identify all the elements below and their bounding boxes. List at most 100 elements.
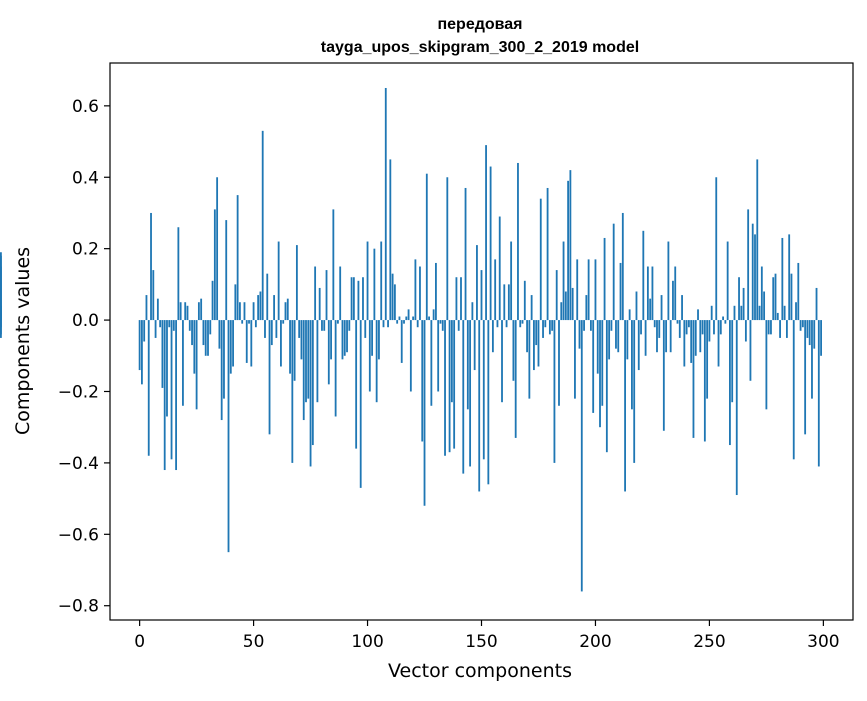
bar-component-0 [138,320,141,371]
bar-component-232 [667,241,670,321]
bar-component-172 [530,295,533,321]
bar-component-15 [172,320,175,331]
bar-component-73 [305,320,307,403]
bar-component-104 [375,320,378,403]
bar-component-57 [268,320,271,435]
bar-component-109 [387,320,389,328]
bar-component-132 [439,320,442,324]
bar-component-43 [236,195,239,321]
bar-component-49 [250,320,253,367]
bar-component-187 [564,291,567,321]
bar-component-166 [517,162,519,321]
bar-component-290 [799,320,802,331]
bar-component-188 [567,180,570,321]
bar-component-246 [699,320,702,353]
bar-component-252 [713,320,715,335]
y-axis-ticks: −0.8 −0.6 −0.4 −0.2 0.0 0.2 0.4 0.6 [58,97,110,617]
bar-component-226 [653,320,656,328]
bar-component-127 [428,316,430,321]
bar-component-267 [747,209,750,321]
bar-component-182 [553,320,556,463]
bar-component-89 [341,320,344,360]
bar-component-134 [444,320,446,456]
y-tick-label: 0.6 [72,97,99,117]
bar-component-203 [601,320,604,406]
bar-component-284 [785,320,788,338]
bar-component-60 [275,320,278,338]
bar-component-162 [507,284,510,321]
bar-component-218 [635,291,638,321]
bar-component-163 [510,241,513,321]
bar-component-140 [457,320,460,331]
bar-component-139 [455,277,458,321]
bar-component-103 [373,248,376,321]
bar-component-14 [170,320,173,460]
bar-component-51 [254,320,257,328]
bar-component-96 [357,280,360,321]
bar-component-208 [612,223,615,321]
bar-component-50 [252,302,255,321]
bar-component-285 [788,234,791,321]
bar-component-211 [619,262,622,321]
x-tick-label: 50 [243,632,265,652]
bar-component-276 [767,320,770,335]
bar-component-234 [672,280,674,321]
bar-component-64 [284,302,287,321]
bar-component-206 [608,320,611,360]
bar-component-261 [733,305,736,321]
bar-component-219 [637,320,640,371]
bar-component-225 [651,266,654,321]
bar-component-135 [446,177,449,321]
x-tick-label: 100 [351,632,383,652]
bar-component-21 [186,305,189,321]
bar-component-82 [325,270,328,321]
bar-component-179 [546,187,549,321]
bar-component-263 [738,277,740,321]
bar-component-100 [366,241,369,321]
bar-component-152 [485,145,487,321]
bar-component-120 [412,316,415,321]
bar-component-42 [234,284,237,321]
bar-component-171 [528,320,531,399]
bar-component-241 [687,320,690,328]
bar-component-93 [350,277,353,321]
bar-component-65 [286,298,289,321]
bar-component-26 [197,302,200,321]
bar-component-52 [257,295,260,321]
bar-component-194 [580,320,583,592]
bar-component-110 [389,159,392,321]
bar-component-34 [216,177,219,321]
bar-component-295 [811,320,813,399]
bar-component-101 [368,320,371,392]
bar-component-283 [783,305,786,321]
bar-component-185 [560,302,563,321]
bar-component-251 [710,305,713,321]
bar-component-266 [744,320,747,342]
bar-component-37 [223,320,225,399]
bar-component-4 [147,320,150,456]
bar-component-85 [332,209,335,321]
bar-component-168 [521,320,524,324]
bar-component-270 [754,234,756,321]
bar-component-174 [535,320,538,346]
bar-component-257 [724,320,727,324]
bar-component-280 [776,312,779,321]
bar-component-33 [213,209,216,321]
bar-component-161 [505,320,508,328]
bar-component-131 [437,320,440,392]
bar-component-186 [562,241,565,321]
bar-component-91 [346,320,348,353]
bar-component-229 [660,295,663,321]
bar-component-275 [765,320,768,410]
bar-component-36 [220,320,223,421]
bar-component-279 [774,273,777,321]
bar-component-176 [539,198,542,321]
bar-component-201 [596,320,599,374]
bar-component-278 [772,277,775,321]
bar-component-137 [450,320,453,403]
bar-component-8 [156,298,159,321]
bar-component-181 [551,320,554,331]
bar-component-47 [245,320,248,363]
chart-title: передовая [437,16,522,33]
